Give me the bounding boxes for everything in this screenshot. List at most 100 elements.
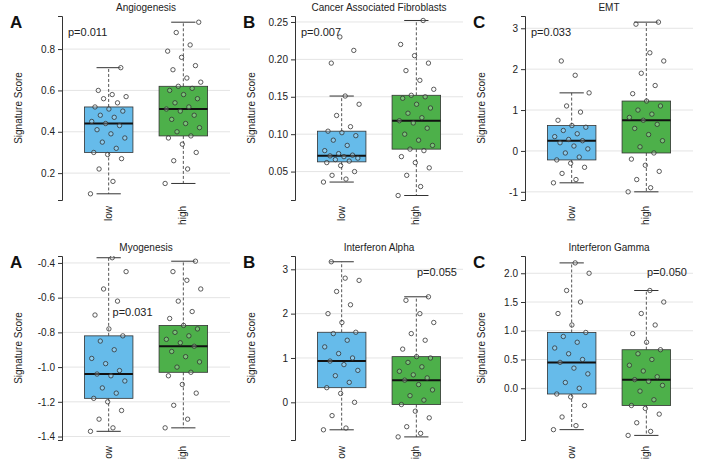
grid-line (62, 173, 230, 174)
point (418, 184, 422, 188)
point (577, 386, 581, 390)
point (190, 86, 194, 90)
plot-area (317, 260, 440, 440)
y-tick-mark (291, 314, 295, 315)
point (408, 393, 412, 397)
y-axis-line (521, 17, 526, 201)
point (662, 59, 666, 63)
plot-area (547, 261, 670, 438)
point (124, 94, 128, 98)
point (660, 383, 664, 387)
point (656, 20, 660, 24)
box-body (622, 350, 671, 406)
point (350, 153, 354, 157)
plot-area (547, 20, 670, 194)
point (560, 171, 564, 175)
point (111, 179, 115, 183)
grid-line (295, 21, 463, 22)
point (629, 403, 633, 407)
point (408, 147, 412, 151)
point (181, 323, 185, 327)
point (406, 111, 410, 115)
point (195, 327, 199, 331)
point (352, 48, 356, 52)
point (192, 344, 196, 348)
point (119, 408, 123, 412)
point (331, 138, 335, 142)
point (176, 84, 180, 88)
point (330, 173, 334, 177)
point (336, 151, 340, 155)
y-tick-mark (58, 332, 62, 333)
y-tick-label: 0.05 (269, 166, 289, 177)
point (409, 93, 413, 97)
point (345, 143, 349, 147)
panel: -1.4-1.2-1.0-0.8-0.6-0.4lowhighMyogenesi… (10, 242, 230, 459)
point (173, 330, 177, 334)
whisker-cap-max (634, 290, 658, 291)
point (183, 121, 187, 125)
point (422, 148, 426, 152)
point (641, 369, 645, 373)
y-tick: 0.4 (41, 126, 62, 137)
point (189, 370, 193, 374)
y-tick: 2 (282, 308, 295, 319)
y-axis: 0.20.40.60.8 (41, 17, 62, 201)
point (115, 101, 119, 105)
y-tick-label: -0.8 (38, 327, 56, 338)
point (652, 151, 656, 155)
panel-label: B (243, 253, 255, 272)
point (111, 426, 115, 430)
y-axis-line (58, 257, 63, 441)
point (627, 363, 631, 367)
whisker-cap-max (171, 22, 195, 23)
x-axis: lowhigh (103, 205, 189, 225)
point (634, 22, 638, 26)
whisker-cap-min (330, 429, 354, 430)
plot-area (84, 256, 207, 434)
point (564, 288, 568, 292)
point (560, 415, 564, 419)
x-tick-label: low (336, 445, 347, 459)
y-tick: -1 (509, 187, 525, 198)
y-tick-mark (58, 173, 62, 174)
grid-line (62, 262, 230, 263)
box-body (84, 336, 133, 398)
point (110, 256, 114, 260)
y-tick-label: -1 (509, 187, 518, 198)
point (404, 68, 408, 72)
point (100, 386, 104, 390)
plot-area (317, 18, 440, 197)
point (178, 109, 182, 113)
y-tick-label: 0.4 (41, 126, 55, 137)
point (333, 157, 337, 161)
whisker-cap-max (560, 92, 584, 93)
point (573, 73, 577, 77)
point (632, 377, 636, 381)
x-tick-label: high (410, 446, 421, 459)
point (185, 167, 189, 171)
y-tick: 1.0 (504, 325, 525, 336)
point (340, 320, 344, 324)
y-axis: 0.00.51.01.52.0 (504, 257, 525, 441)
point (584, 125, 588, 129)
point (561, 128, 565, 132)
point (174, 30, 178, 34)
point (551, 181, 555, 185)
point (183, 354, 187, 358)
point (354, 133, 358, 137)
y-tick-mark (291, 402, 295, 403)
point (164, 107, 168, 111)
point (396, 193, 400, 197)
whisker-upper (183, 22, 184, 86)
point (397, 369, 401, 373)
point (587, 271, 591, 275)
y-tick-label: 0.15 (269, 91, 289, 102)
whisker-cap-min (634, 191, 658, 192)
box (622, 20, 671, 194)
whisker-cap-max (560, 262, 584, 263)
y-tick: 1 (512, 105, 525, 116)
point (199, 287, 203, 291)
point (662, 300, 666, 304)
point (100, 140, 104, 144)
